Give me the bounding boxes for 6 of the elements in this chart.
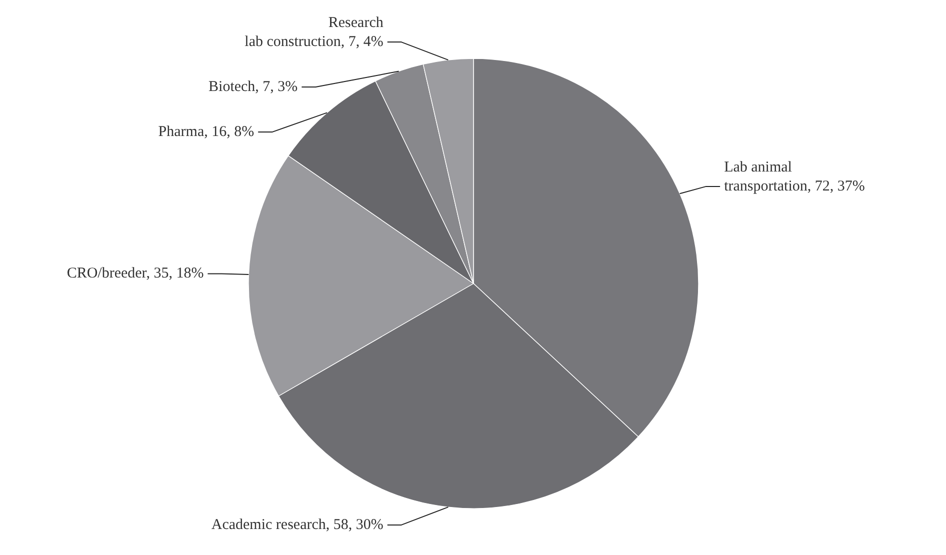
slice-label: Research lab construction, 7, 4% bbox=[244, 14, 384, 50]
slice-label: Biotech, 7, 3% bbox=[208, 79, 298, 96]
slice-label: Academic research, 58, 30% bbox=[211, 516, 384, 533]
slice-label: Pharma, 16, 8% bbox=[158, 124, 254, 140]
slice-label: Lab animal transportation, 72, 37% bbox=[724, 159, 865, 194]
slice-label: CRO/breeder, 35, 18% bbox=[66, 266, 204, 282]
